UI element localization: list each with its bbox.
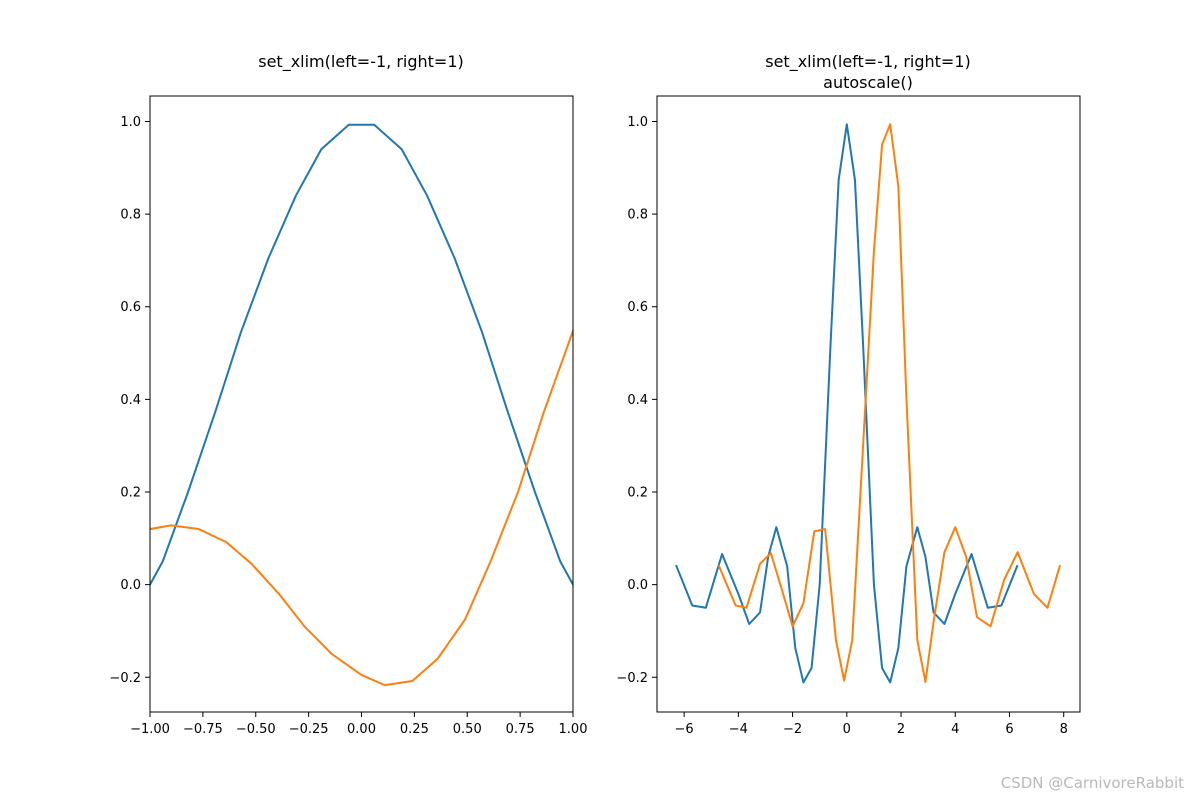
y-tick-label: 0.4: [627, 393, 648, 408]
x-tick-label: 0.25: [400, 722, 429, 737]
series-line-1: [675, 123, 1019, 684]
x-tick-label: 0.75: [506, 722, 535, 737]
y-tick-label: 0.8: [627, 208, 648, 223]
x-tick-label: −0.50: [236, 722, 276, 737]
x-tick-label: 0.50: [453, 722, 482, 737]
y-tick-label: 0.8: [120, 208, 141, 223]
x-tick-label: 6: [1005, 722, 1013, 737]
y-tick-label: 0.0: [627, 578, 648, 593]
y-tick-label: 0.4: [120, 393, 141, 408]
x-tick-label: −0.75: [183, 722, 223, 737]
x-tick-label: 0: [843, 722, 851, 737]
y-tick-label: 0.2: [627, 486, 648, 501]
x-tick-label: 4: [951, 722, 959, 737]
series-line-1: [150, 123, 573, 586]
watermark: CSDN @CarnivoreRabbit: [1000, 774, 1184, 792]
subplot-left-plot-area: −1.00 −0.75 −0.50 −0.25 0.00 0.25 0.50 0.75 1.00…: [109, 95, 588, 737]
x-tick-label: 1.00: [559, 722, 588, 737]
x-tick-label: −0.25: [289, 722, 329, 737]
left-axes-frame: [149, 95, 574, 713]
x-tick-label: −6: [675, 722, 694, 737]
y-tick-label: −0.2: [109, 671, 141, 686]
subplot-right-title: set_xlim(left=-1, right=1): [765, 52, 971, 72]
x-tick-label: 0.00: [347, 722, 376, 737]
y-tick-label: 1.0: [627, 115, 648, 130]
series-line-2: [717, 123, 1062, 683]
subplot-right-plot-area: −6 −4 −2 0 2 4 6 8 −0.2 0.0 0.2 0.4 0.6 0.8 1.0: [616, 95, 1081, 737]
x-tick-label: −1.00: [130, 722, 170, 737]
subplot-left-title: set_xlim(left=-1, right=1): [258, 52, 464, 72]
y-tick-label: 0.6: [627, 300, 648, 315]
x-tick-label: 8: [1060, 722, 1068, 737]
y-tick-label: 1.0: [120, 115, 141, 130]
y-tick-label: 0.2: [120, 486, 141, 501]
subplot-right-subtitle: autoscale(): [823, 73, 913, 92]
subplot-left: set_xlim(left=-1, right=1) −1.00 −0.75 −0.…: [109, 52, 587, 737]
y-tick-label: 0.0: [120, 578, 141, 593]
y-tick-label: 0.6: [120, 300, 141, 315]
series-line-2: [150, 329, 573, 687]
subplot-right: set_xlim(left=-1, right=1) autoscale() −…: [616, 52, 1081, 737]
x-tick-label: −2: [783, 722, 802, 737]
right-axes-frame: [656, 95, 1081, 713]
x-tick-label: −4: [729, 722, 748, 737]
x-tick-label: 2: [897, 722, 905, 737]
y-tick-label: −0.2: [616, 671, 648, 686]
